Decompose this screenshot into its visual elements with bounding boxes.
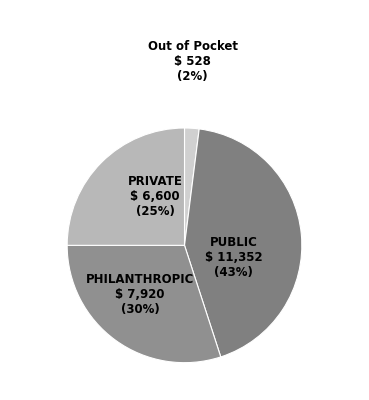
Wedge shape <box>67 128 184 245</box>
Text: PHILANTHROPIC
$ 7,920
(30%): PHILANTHROPIC $ 7,920 (30%) <box>86 273 194 316</box>
Text: PUBLIC
$ 11,352
(43%): PUBLIC $ 11,352 (43%) <box>205 236 263 278</box>
Wedge shape <box>184 129 302 357</box>
Text: PRIVATE
$ 6,600
(25%): PRIVATE $ 6,600 (25%) <box>128 174 183 218</box>
Wedge shape <box>67 245 221 363</box>
Text: Out of Pocket
$ 528
(2%): Out of Pocket $ 528 (2%) <box>148 40 238 84</box>
Wedge shape <box>184 128 199 245</box>
